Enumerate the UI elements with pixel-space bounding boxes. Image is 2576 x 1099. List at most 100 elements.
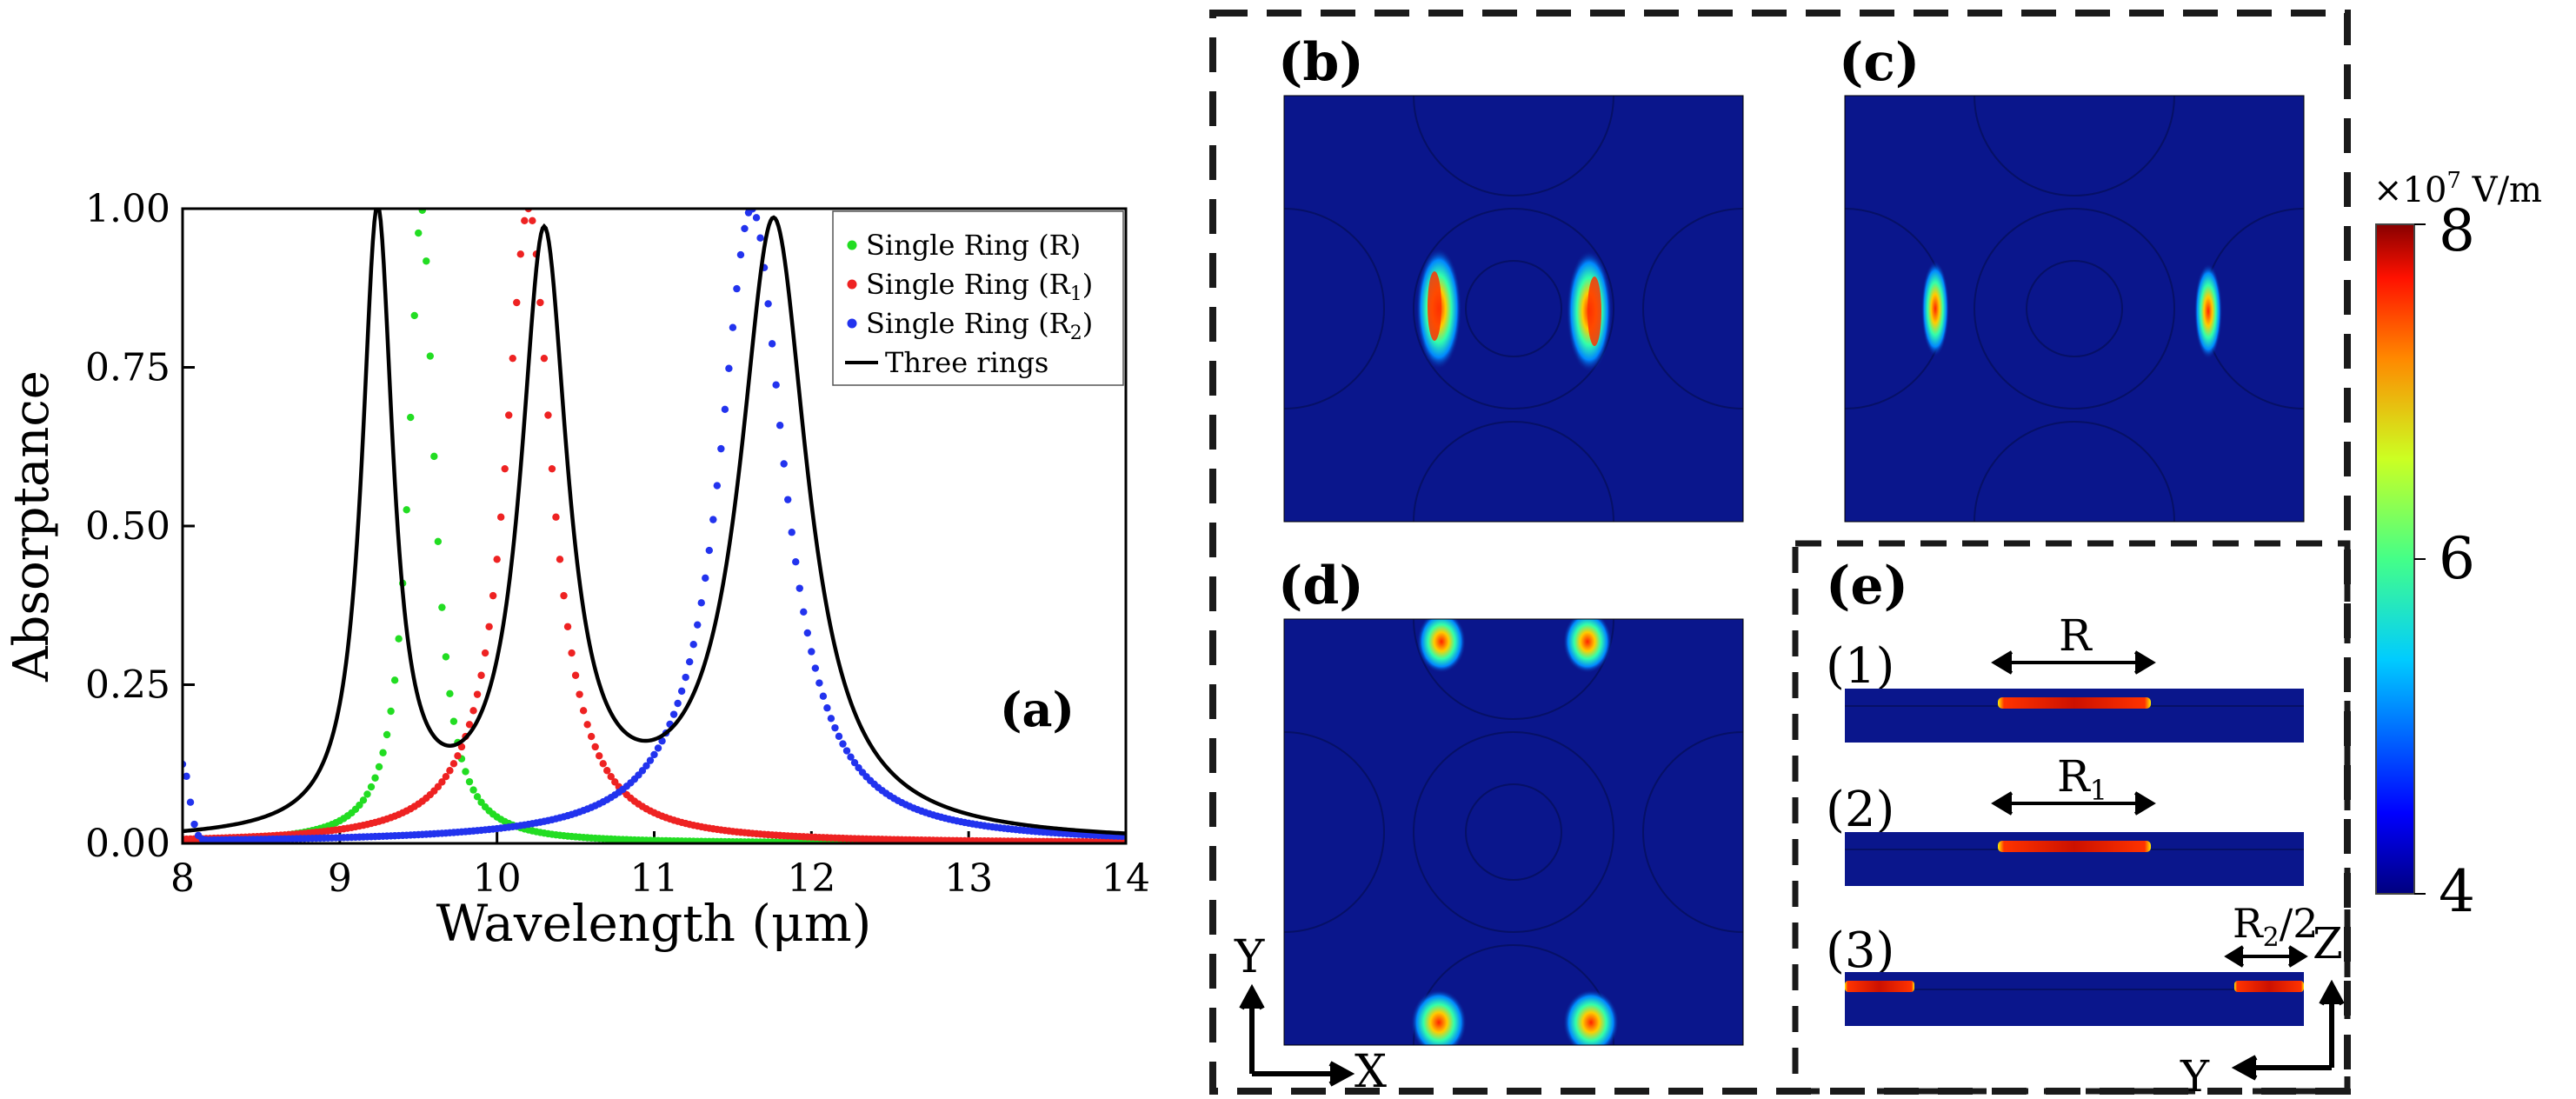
data-point [729,323,737,331]
data-point [407,413,415,422]
data-point [674,699,682,708]
x-tick-label: 10 [473,856,522,901]
data-point [646,756,655,764]
data-point [556,556,564,563]
series-three-rings [183,209,1126,836]
panel-e-dashed-frame [1792,540,2351,1095]
data-point [446,767,454,775]
data-point [831,723,839,732]
dimension-r1-label: R1 [2057,751,2107,807]
dimension-r-label: R [2059,610,2093,661]
data-point [454,752,462,760]
data-point [359,796,368,804]
data-point [835,732,843,741]
data-point [423,257,430,265]
plot-frame [181,207,1128,845]
legend-box [832,210,1124,386]
data-point [803,629,812,637]
data-point [449,760,458,768]
data-point [599,760,607,768]
data-point [415,229,423,237]
data-point [823,704,831,712]
colorbar-gradient [2375,223,2415,895]
data-point [529,216,536,225]
legend-swatch [847,279,857,290]
legend-swatch [847,240,857,250]
data-point [418,209,426,215]
data-point [544,411,552,419]
axis-ticks: 8 9 10 11 12 13 14 0.00 0.25 0.50 0.75 1.00 [85,187,1150,901]
data-point [583,721,591,729]
data-point [183,772,190,781]
data-point [603,767,611,775]
data-point [465,721,474,729]
data-point [800,608,808,616]
x-tick-label: 12 [787,856,835,901]
data-point [775,422,784,430]
cross-section-3 [1845,972,2304,1026]
data-point [521,216,529,225]
data-point [477,671,485,679]
data-point [371,774,379,782]
data-point [516,250,524,258]
data-point [721,405,729,414]
field-map-c [1845,96,2304,522]
dimension-r [1991,650,2156,675]
data-point [702,574,709,583]
sub-label-3: (3) [1826,922,1894,979]
data-point [552,513,560,521]
data-point [501,464,509,473]
data-point [469,786,477,794]
panel-label-c: (c) [1839,32,1920,93]
sub-label-1: (1) [1826,638,1894,695]
legend-label: Three rings [885,346,1048,379]
data-point [473,690,482,698]
data-point [689,640,697,649]
data-point [682,673,689,682]
cross-section-1 [1845,689,2304,743]
sub-label-2: (2) [1826,782,1894,838]
data-point [473,793,482,801]
data-point [536,298,544,307]
data-point [788,529,795,536]
data-point [607,773,615,781]
panel-label-b: (b) [1278,32,1364,93]
data-point [367,783,376,791]
axis-label-y-right: Y [2180,1051,2210,1099]
zy-axes-indicator [2231,979,2345,1081]
axis-label-z: Z [2313,918,2343,969]
series-single-ring-r2- [183,209,1126,843]
data-point [548,464,556,473]
data-point [387,707,395,716]
data-point [493,556,501,563]
x-tick-label: 8 [170,856,195,901]
legend-label: Single Ring (R2) [866,307,1093,344]
data-point [808,648,815,656]
panel-label-a: (a) [1000,682,1075,737]
dimension-r2-half [2224,945,2308,968]
series-line [183,209,1126,836]
data-point [839,740,847,748]
y-axis-label: Absorptance [3,370,60,683]
data-point [733,284,741,293]
panel-label-e: (e) [1826,556,1908,616]
dimension-r2-label: R2/2 [2233,900,2319,953]
data-point [827,715,835,723]
data-point [764,300,772,308]
data-point [741,224,749,233]
data-point [540,354,549,363]
data-point [356,801,363,809]
data-point [587,732,596,741]
x-tick-label: 13 [944,856,993,901]
data-point [489,591,497,600]
legend-swatch [847,318,857,329]
data-point [485,623,493,630]
data-point [442,653,450,661]
y-tick-label: 0.50 [85,504,170,549]
data-point [705,546,713,555]
data-point [469,707,477,715]
colorbar-tick-label: 6 [2439,525,2475,592]
colorbar-unit: ×107 V/m [2373,168,2542,210]
data-point [449,717,458,725]
